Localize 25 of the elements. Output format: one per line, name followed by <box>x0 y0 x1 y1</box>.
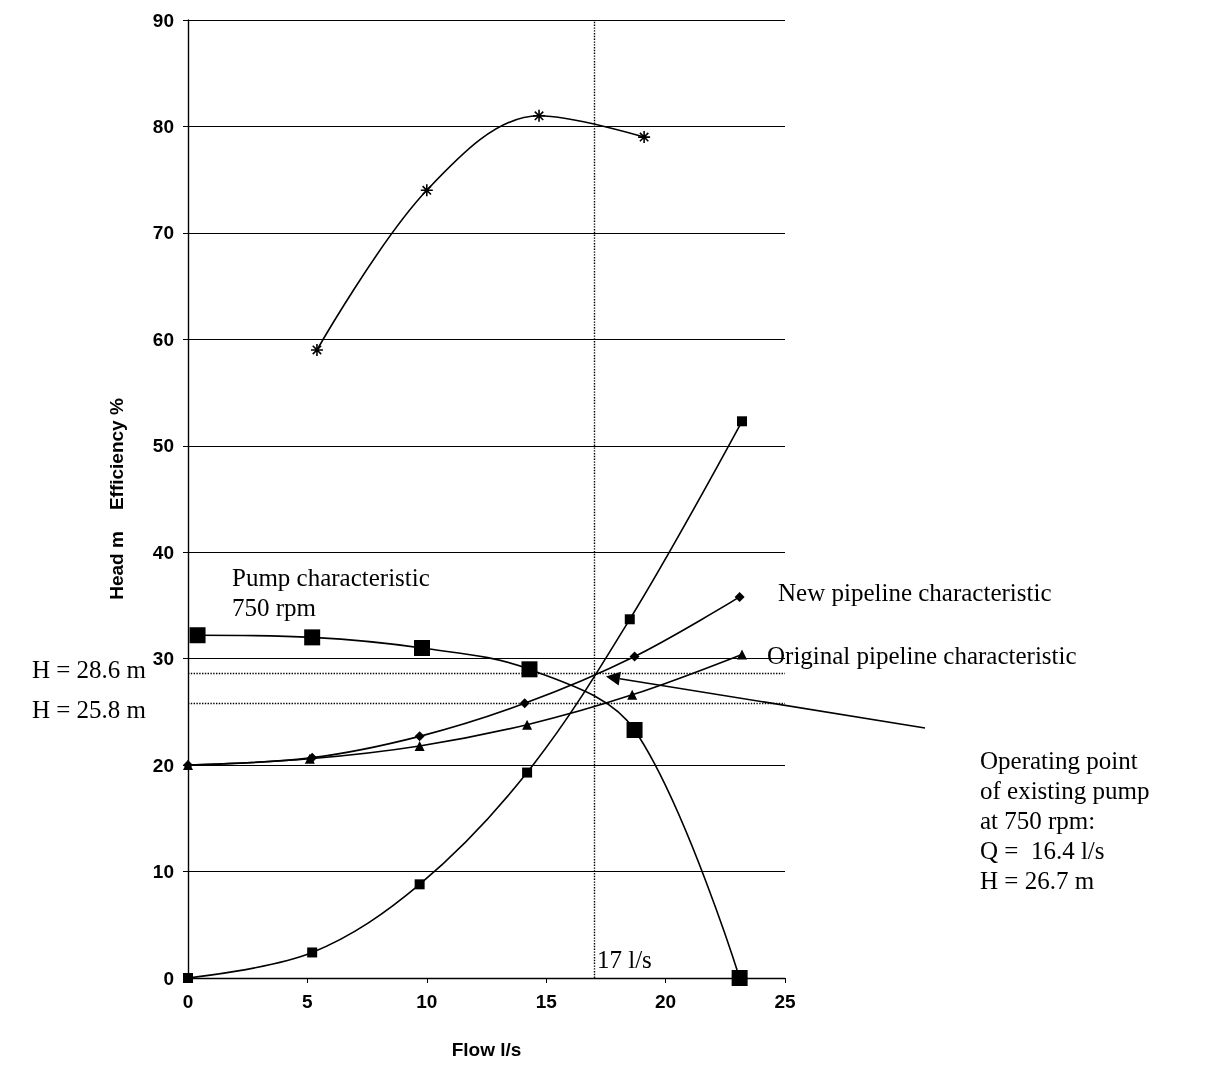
x-tick-label: 20 <box>655 991 677 1012</box>
x-tick-label: 5 <box>302 991 314 1012</box>
text: Operating point of existing pump at 750 rpm: Q = 16.4 l/s H = 26.7 m <box>980 746 1150 894</box>
x-tick-label: 25 <box>774 991 796 1012</box>
annotation: New pipeline characteristic <box>778 578 1052 606</box>
y-tick-label: 40 <box>152 541 174 563</box>
y-tick-label: 10 <box>152 861 174 883</box>
x-tick-label: 10 <box>416 991 438 1012</box>
y-tick-label: 30 <box>152 648 174 670</box>
x-tick-label: 0 <box>182 991 194 1012</box>
annotation: Original pipeline characteristic <box>767 641 1077 669</box>
y-tick-label: 50 <box>152 435 174 457</box>
y-tick-label: 70 <box>152 222 174 244</box>
ref-line-label: 17 l/s <box>596 945 652 973</box>
x-axis-title: Flow l/s <box>451 1039 522 1060</box>
ref-line-label: H = 25.8 m <box>31 695 147 723</box>
y-tick-label: 90 <box>152 9 174 31</box>
y-axis-title: Head m Efficiency % <box>106 398 127 600</box>
y-tick-label: 20 <box>152 754 174 776</box>
ref-line-label: H = 28.6 m <box>31 656 147 684</box>
y-tick-label: 80 <box>152 115 174 137</box>
annotation: Pump characteristic 750 rpm <box>232 563 430 621</box>
x-tick-label: 15 <box>535 991 558 1012</box>
y-tick-label: 0 <box>163 967 174 989</box>
y-tick-label: 60 <box>152 328 174 350</box>
